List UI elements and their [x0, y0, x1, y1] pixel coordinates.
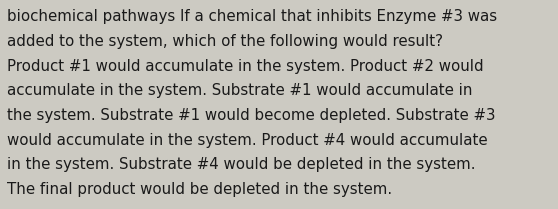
Text: in the system. Substrate #4 would be depleted in the system.: in the system. Substrate #4 would be dep…: [7, 157, 476, 172]
Text: The final product would be depleted in the system.: The final product would be depleted in t…: [7, 182, 392, 197]
Text: accumulate in the system. Substrate #1 would accumulate in: accumulate in the system. Substrate #1 w…: [7, 83, 473, 98]
Text: biochemical pathways If a chemical that inhibits Enzyme #3 was: biochemical pathways If a chemical that …: [7, 9, 497, 24]
Text: Product #1 would accumulate in the system. Product #2 would: Product #1 would accumulate in the syste…: [7, 59, 484, 74]
Text: would accumulate in the system. Product #4 would accumulate: would accumulate in the system. Product …: [7, 133, 488, 148]
Text: the system. Substrate #1 would become depleted. Substrate #3: the system. Substrate #1 would become de…: [7, 108, 496, 123]
Text: added to the system, which of the following would result?: added to the system, which of the follow…: [7, 34, 443, 49]
